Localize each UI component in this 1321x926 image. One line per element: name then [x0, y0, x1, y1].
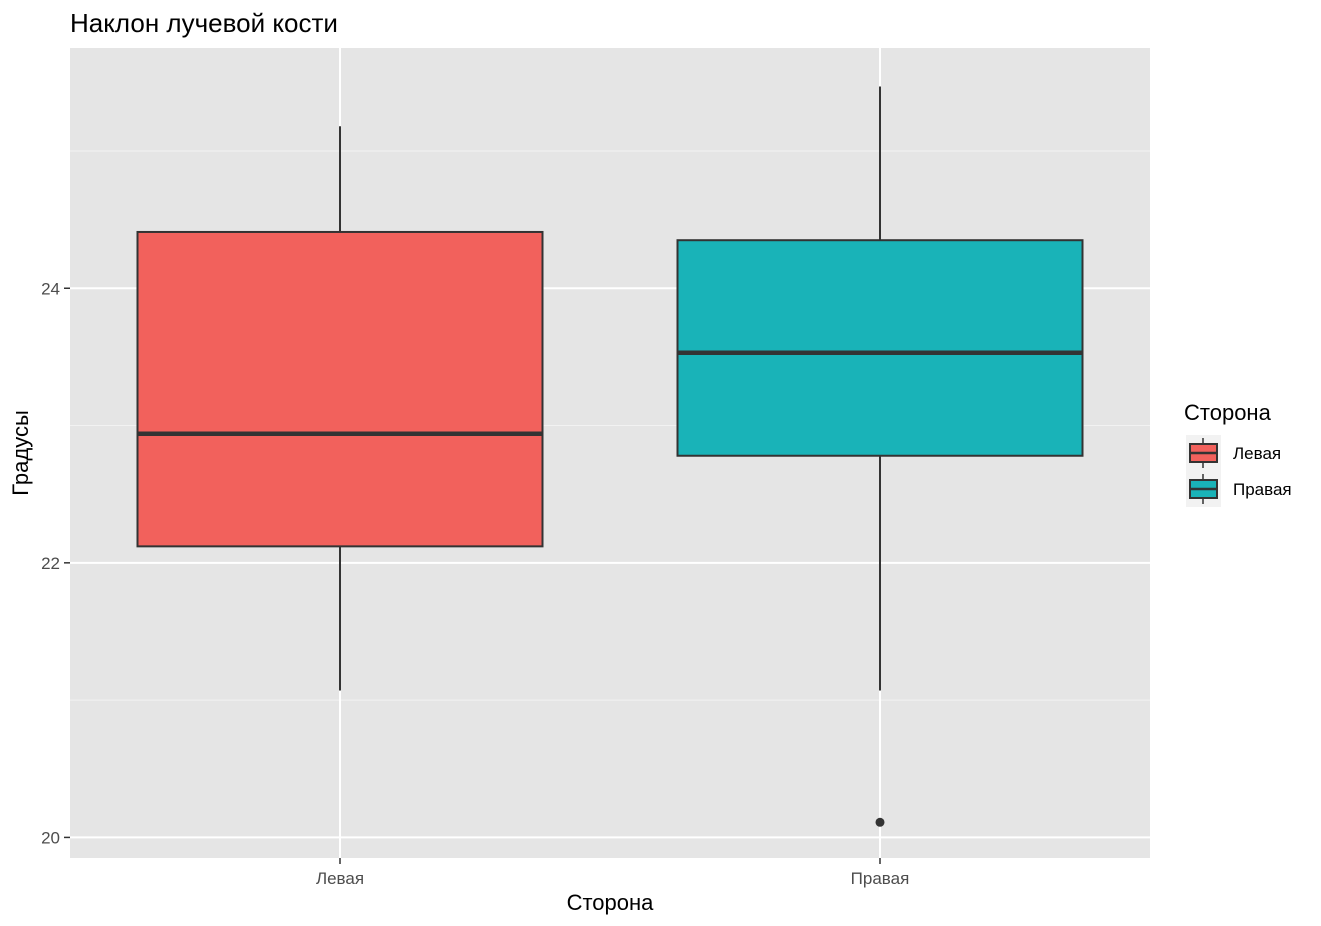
y-tick-label: 22: [41, 554, 60, 573]
y-axis-title: Градусы: [8, 410, 33, 496]
x-tick-label: Левая: [316, 869, 364, 888]
box-Правая: [676, 86, 1084, 827]
chart-title: Наклон лучевой кости: [70, 8, 338, 38]
legend-item-label: Левая: [1233, 444, 1281, 463]
legend: Сторона Левая Правая: [1184, 400, 1292, 507]
box-Левая: [136, 126, 544, 691]
outlier-point: [875, 817, 885, 827]
x-tick-label: Правая: [851, 869, 910, 888]
x-axis: Левая Правая: [316, 858, 909, 888]
legend-item-Левая: Левая: [1189, 438, 1281, 468]
box-body: [676, 239, 1084, 457]
legend-title: Сторона: [1184, 400, 1272, 425]
x-axis-title: Сторона: [567, 890, 655, 915]
box-body: [136, 230, 544, 548]
legend-item-label: Правая: [1233, 480, 1292, 499]
y-axis: 20 22 24: [41, 279, 70, 847]
box-series: [136, 86, 1084, 827]
legend-item-Правая: Правая: [1189, 474, 1292, 504]
y-tick-label: 20: [41, 828, 60, 847]
y-tick-label: 24: [41, 279, 60, 298]
